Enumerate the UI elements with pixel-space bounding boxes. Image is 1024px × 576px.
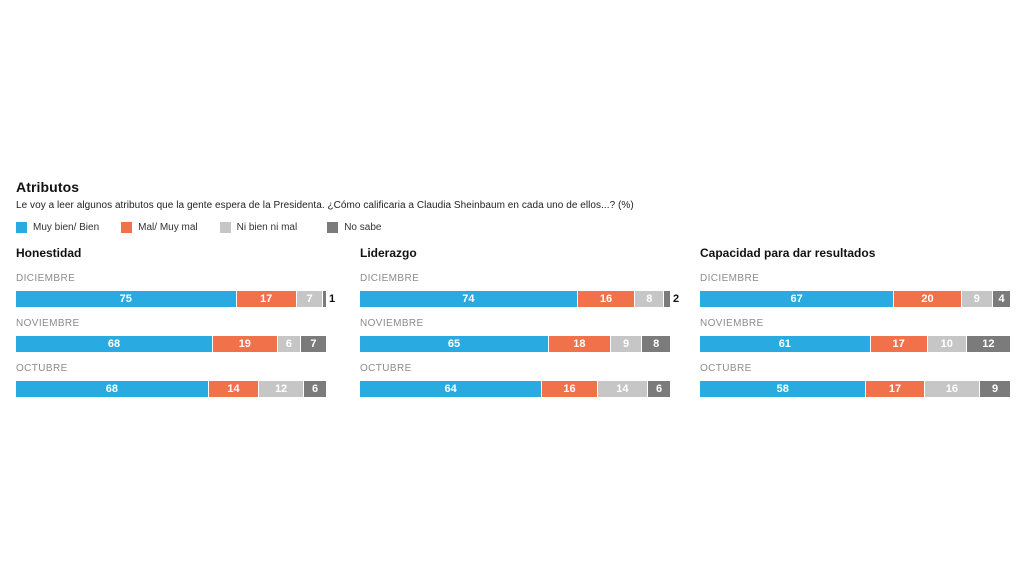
bar-segment-no-sabe: 9 xyxy=(980,381,1010,397)
legend-label: Mal/ Muy mal xyxy=(138,222,198,233)
bar-segment-ni-bien-ni-mal: 7 xyxy=(296,291,323,307)
bar-row-diciembre: 75 17 7 1 xyxy=(16,291,336,307)
survey-question-text: Le voy a leer algunos atributos que la g… xyxy=(16,200,634,211)
legend-item-ni-bien-ni-mal: Ni bien ni mal xyxy=(219,222,298,233)
stacked-bar: 64 16 14 6 xyxy=(360,381,671,397)
bar-segment-muy-bien-bien: 64 xyxy=(360,381,542,397)
bar-segment-muy-bien-bien: 68 xyxy=(16,381,208,397)
month-label-noviembre: NOVIEMBRE xyxy=(16,318,80,329)
bar-segment-no-sabe: 12 xyxy=(966,336,1010,352)
bar-segment-mal-muy-mal: 17 xyxy=(866,381,924,397)
bar-row-octubre: 68 14 12 6 xyxy=(16,381,336,397)
bar-row-noviembre: 61 17 10 12 xyxy=(700,336,1020,352)
bar-row-octubre: 58 17 16 9 xyxy=(700,381,1020,397)
bar-segment-muy-bien-bien: 75 xyxy=(16,291,236,307)
legend-swatch-mal-muy-mal xyxy=(121,222,133,233)
chart-title: Honestidad xyxy=(16,246,82,260)
bar-segment-muy-bien-bien: 61 xyxy=(700,336,870,352)
bar-outside-value: 2 xyxy=(673,293,680,305)
stacked-bar: 68 19 6 7 xyxy=(16,336,326,352)
chart-capacidad-para-dar-resultados: Capacidad para dar resultados DICIEMBRE 67… xyxy=(700,246,1020,408)
bar-row-diciembre: 74 16 8 2 xyxy=(360,291,680,307)
bar-segment-no-sabe: 6 xyxy=(304,381,326,397)
bar-segment-mal-muy-mal: 20 xyxy=(894,291,961,307)
legend-label: Ni bien ni mal xyxy=(236,222,298,233)
month-label-octubre: OCTUBRE xyxy=(16,363,68,374)
month-label-diciembre: DICIEMBRE xyxy=(16,273,76,284)
legend-label: No sabe xyxy=(344,222,382,233)
bar-segment-mal-muy-mal: 19 xyxy=(213,336,277,352)
month-label-noviembre: NOVIEMBRE xyxy=(700,318,764,329)
bar-segment-mal-muy-mal: 14 xyxy=(208,381,259,397)
bar-segment-mal-muy-mal: 17 xyxy=(236,291,296,307)
legend-item-muy-bien-bien: Muy bien/ Bien xyxy=(16,222,99,233)
legend-swatch-muy-bien-bien xyxy=(16,222,27,233)
bar-segment-ni-bien-ni-mal: 14 xyxy=(597,381,648,397)
bar-segment-ni-bien-ni-mal: 12 xyxy=(259,381,304,397)
chart-liderazgo: Liderazgo DICIEMBRE 74 16 8 2 NOVIEMBRE 65 18 9 8 O… xyxy=(360,246,680,408)
bar-segment-mal-muy-mal: 16 xyxy=(542,381,597,397)
bar-segment-ni-bien-ni-mal: 10 xyxy=(927,336,966,352)
stacked-bar: 61 17 10 12 xyxy=(700,336,1010,352)
stacked-bar: 58 17 16 9 xyxy=(700,381,1010,397)
bar-segment-muy-bien-bien: 67 xyxy=(700,291,894,307)
month-label-octubre: OCTUBRE xyxy=(360,363,412,374)
month-label-diciembre: DICIEMBRE xyxy=(360,273,420,284)
bar-segment-mal-muy-mal: 18 xyxy=(548,336,610,352)
bar-segment-ni-bien-ni-mal: 6 xyxy=(277,336,300,352)
bar-segment-no-sabe: 6 xyxy=(648,381,671,397)
legend-label: Muy bien/ Bien xyxy=(33,222,100,233)
bar-segment-ni-bien-ni-mal: 9 xyxy=(961,291,993,307)
chart-title: Capacidad para dar resultados xyxy=(700,246,876,260)
stacked-bar: 65 18 9 8 xyxy=(360,336,670,352)
month-label-diciembre: DICIEMBRE xyxy=(700,273,760,284)
bar-segment-no-sabe: 8 xyxy=(642,336,670,352)
bar-outside-value: 1 xyxy=(329,293,336,305)
bar-segment-no-sabe: 7 xyxy=(300,336,326,352)
bar-segment-no-sabe xyxy=(664,291,670,307)
month-label-octubre: OCTUBRE xyxy=(700,363,752,374)
chart-legend: Muy bien/ Bien Mal/ Muy mal Ni bien ni mal… xyxy=(16,222,403,233)
bar-segment-muy-bien-bien: 68 xyxy=(16,336,213,352)
stacked-bar: 75 17 7 xyxy=(16,291,326,307)
bar-segment-no-sabe: 4 xyxy=(993,291,1010,307)
bar-segment-muy-bien-bien: 58 xyxy=(700,381,866,397)
bar-segment-ni-bien-ni-mal: 16 xyxy=(924,381,980,397)
chart-title: Liderazgo xyxy=(360,246,417,260)
bar-segment-mal-muy-mal: 17 xyxy=(870,336,927,352)
legend-item-mal-muy-mal: Mal/ Muy mal xyxy=(121,222,198,233)
bar-row-noviembre: 65 18 9 8 xyxy=(360,336,680,352)
legend-item-no-sabe: No sabe xyxy=(327,222,381,233)
bar-segment-muy-bien-bien: 65 xyxy=(360,336,548,352)
legend-swatch-ni-bien-ni-mal xyxy=(219,222,231,233)
chart-honestidad: Honestidad DICIEMBRE 75 17 7 1 NOVIEMBRE 68 19 6 7… xyxy=(16,246,336,408)
bar-row-octubre: 64 16 14 6 xyxy=(360,381,680,397)
bar-segment-mal-muy-mal: 16 xyxy=(577,291,635,307)
bar-segment-ni-bien-ni-mal: 8 xyxy=(635,291,664,307)
bar-row-noviembre: 68 19 6 7 xyxy=(16,336,336,352)
bar-segment-ni-bien-ni-mal: 9 xyxy=(610,336,642,352)
bar-row-diciembre: 67 20 9 4 xyxy=(700,291,1020,307)
bar-segment-no-sabe xyxy=(323,291,326,307)
page-title: Atributos xyxy=(16,179,80,195)
bar-segment-muy-bien-bien: 74 xyxy=(360,291,577,307)
month-label-noviembre: NOVIEMBRE xyxy=(360,318,424,329)
stacked-bar: 67 20 9 4 xyxy=(700,291,1010,307)
legend-swatch-no-sabe xyxy=(327,222,339,233)
stacked-bar: 68 14 12 6 xyxy=(16,381,326,397)
stacked-bar: 74 16 8 xyxy=(360,291,670,307)
